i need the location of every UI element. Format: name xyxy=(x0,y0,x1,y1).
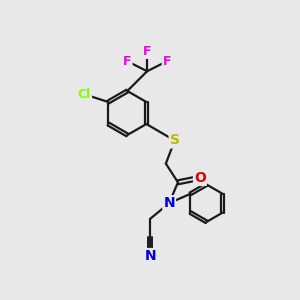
Text: F: F xyxy=(143,45,152,58)
Text: S: S xyxy=(170,134,180,148)
Text: N: N xyxy=(145,249,156,263)
Text: O: O xyxy=(194,171,206,185)
Text: Cl: Cl xyxy=(78,88,91,101)
Text: N: N xyxy=(163,196,175,210)
Text: F: F xyxy=(163,55,171,68)
Text: F: F xyxy=(123,55,132,68)
